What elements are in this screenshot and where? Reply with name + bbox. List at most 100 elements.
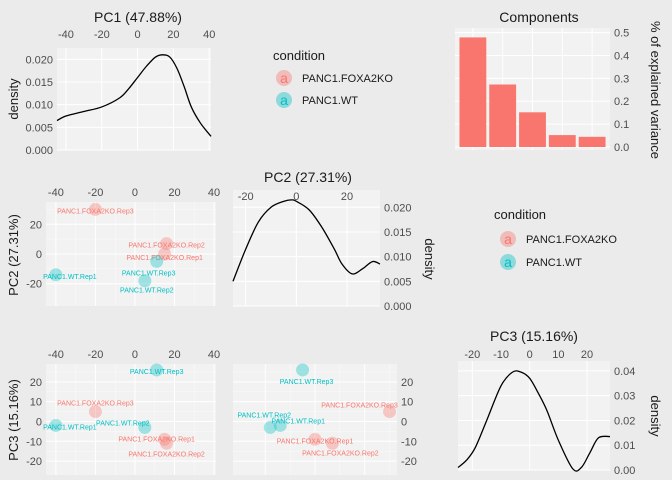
pc2-density-panel: PC2 (27.31%) -20 0 20 0.000 0.005 0.010 0.015 0… — [232, 169, 437, 313]
scatter-pc1-pc2-point-label: PANC1.FOXA2KO.Rep3 — [57, 208, 134, 215]
scatter-pc1-pc2-point — [160, 237, 174, 251]
scatter-pc1-pc3-point — [88, 405, 102, 419]
pc1-density-y-tick-label: 0.010 — [25, 100, 53, 112]
pc3-density-layers: -20 -10 0 10 20 0.00 0.01 0.02 0.03 0.04 — [457, 349, 635, 477]
legend-top-swatch-foxa2ko — [276, 70, 292, 86]
pc3-density-plot-area — [458, 361, 610, 470]
scatter-pc1-pc3-point-label: PANC1.WT.Rep2 — [96, 420, 150, 427]
pc2-density-y-tick-label: 0.010 — [384, 252, 412, 264]
scatter-pc1-pc3-point — [160, 436, 174, 450]
scatter-pc2-pc3-point-label: PANC1.WT.Rep2 — [237, 412, 291, 419]
pc1-density-x-tick-label: 20 — [167, 29, 179, 41]
pc1-density-y-tick-label: 0.000 — [25, 145, 53, 157]
components-y-tick-label: 0.4 — [614, 50, 629, 62]
scatter-pc2-pc3-point — [383, 405, 397, 419]
scatter-pc1-pc2-point — [138, 274, 152, 288]
scatter-pc1-pc3-y-tick-label: 10 — [30, 397, 42, 409]
scatter-pc2-pc3-point — [273, 418, 287, 432]
pc1-density-plot-area — [57, 48, 211, 150]
scatter-pc1-pc3-point — [49, 418, 63, 432]
scatter-pc2-pc3-point-label: PANC1.FOXA2KO.Rep3 — [321, 403, 398, 410]
scatter-pc1-pc3-point — [138, 420, 152, 434]
pc1-density-y-tick-label: 0.005 — [25, 122, 53, 134]
scatter-pc1-pc3-x-tick-label: 40 — [208, 349, 220, 361]
pc1-density-x-tick-label: -20 — [94, 29, 110, 41]
scatter-pc1-pc2-ylabel: PC2 (27.31%) — [6, 214, 21, 296]
pc2-density-x-tick-label: 0 — [293, 191, 299, 203]
scatter-pc2-pc3-point — [308, 432, 322, 446]
legend-top-glyph-wt: a — [280, 92, 288, 108]
pc2-density-x-tick-label: 20 — [341, 191, 353, 203]
scatter-pc1-pc3-ylabel: PC3 (15.16%) — [6, 379, 21, 461]
components-panel: Components 0.0 0.1 0.2 0.3 0.4 0.5 % of expla… — [455, 9, 663, 159]
legend-mid-swatch-wt — [500, 254, 516, 270]
pc3-density-x-tick-label: -20 — [464, 349, 480, 361]
scatter-pc1-pc3-panel: PANC1.FOXA2KO.Rep3 PANC1.FOXA2KO.Rep2 PANC… — [6, 349, 220, 475]
legend-mid-glyph-wt: a — [504, 254, 512, 270]
pc3-density-y-tick-label: 0.00 — [614, 465, 635, 477]
scatter-pc1-pc2-point — [150, 254, 164, 268]
scatter-pc1-pc3-x-tick-label: 20 — [168, 349, 180, 361]
scatter-pc1-pc2-point — [49, 268, 63, 282]
components-y-tick-label: 0.5 — [614, 28, 629, 40]
pc3-density-x-tick-label: 20 — [581, 349, 593, 361]
scatter-pc1-pc3-y-tick-label: -10 — [26, 436, 42, 448]
components-ylabel: % of explained variance — [648, 21, 663, 159]
legend-mid-label-foxa2ko: PANC1.FOXA2KO — [526, 234, 617, 246]
scatter-pc2-pc3-point-label: PANC1.FOXA2KO.Rep2 — [302, 450, 379, 457]
scatter-pc1-pc2-point — [88, 202, 102, 216]
scatter-pc2-pc3-y-tick-label: 20 — [401, 377, 413, 389]
scatter-pc1-pc2-panel: PANC1.FOXA2KO.Rep3 PANC1.FOXA2KO.Rep2 PANC… — [6, 187, 220, 306]
pc3-density-panel: PC3 (15.16%) -20 -10 0 10 20 0.00 0.01 0.02 0.03… — [457, 328, 663, 477]
scatter-pc1-pc2-point-label: PANC1.WT.Rep2 — [120, 288, 174, 295]
scatter-pc1-pc3-layers: PANC1.FOXA2KO.Rep3 PANC1.FOXA2KO.Rep2 PANC… — [26, 349, 220, 475]
scatter-pc1-pc2-y-tick-label: -20 — [26, 279, 42, 291]
legend-top-glyph-foxa2ko: a — [280, 70, 288, 86]
scatter-pc1-pc3-y-tick-label: -20 — [26, 456, 42, 468]
pc2-density-curve — [232, 199, 381, 282]
legend-mid-label-wt: PANC1.WT — [526, 257, 582, 269]
scatter-pc1-pc2-layers: PANC1.FOXA2KO.Rep3 PANC1.FOXA2KO.Rep2 PANC… — [26, 187, 220, 306]
scatter-pc1-pc2-x-tick-label: 20 — [168, 187, 180, 199]
pc3-density-y-tick-label: 0.03 — [614, 391, 635, 403]
legend-top-swatch-wt — [276, 92, 292, 108]
scatter-pc1-pc2-point-label: PANC1.WT.Rep3 — [122, 270, 176, 277]
scatter-pc1-pc3-point-label: PANC1.FOXA2KO.Rep1 — [118, 436, 195, 443]
scatter-pc2-pc3-point-label: PANC1.FOXA2KO.Rep1 — [277, 438, 354, 445]
scatter-pc1-pc3-y-tick-label: 20 — [30, 377, 42, 389]
legend-mid-item-foxa2ko: a PANC1.FOXA2KO — [500, 231, 617, 247]
legend-top-item-wt: a PANC1.WT — [276, 92, 358, 108]
scatter-pc1-pc2-point — [158, 247, 172, 261]
scatter-pc2-pc3-y-tick-label: 0 — [401, 416, 407, 428]
scatter-pc1-pc2-x-tick-label: 40 — [208, 187, 220, 199]
pc3-density-curve — [457, 370, 611, 472]
scatter-pc1-pc2-y-tick-label: 0 — [36, 249, 42, 261]
scatter-pc1-pc2-point-label: PANC1.WT.Rep1 — [43, 274, 97, 281]
components-y-tick-label: 0.3 — [614, 73, 629, 85]
scatter-pc1-pc2-x-tick-label: 0 — [132, 187, 138, 199]
legend-mid-item-wt: a PANC1.WT — [500, 254, 582, 270]
legend-mid-swatch-foxa2ko — [500, 231, 516, 247]
scatter-pc1-pc3-x-tick-label: -20 — [87, 349, 103, 361]
pc3-density-y-tick-label: 0.02 — [614, 415, 635, 427]
pc2-density-x-tick-label: -20 — [238, 191, 254, 203]
pc2-density-y-tick-label: 0.020 — [384, 202, 412, 214]
components-y-tick-label: 0.1 — [614, 119, 629, 131]
scatter-pc2-pc3-y-tick-label: 10 — [401, 397, 413, 409]
scatter-pc2-pc3-y-tick-label: -10 — [401, 436, 417, 448]
pc1-density-ylabel: density — [6, 78, 21, 120]
pc3-density-x-tick-label: 10 — [552, 349, 564, 361]
legend-top-item-foxa2ko: a PANC1.FOXA2KO — [276, 70, 393, 86]
scatter-pc1-pc2-x-tick-label: -40 — [48, 187, 64, 199]
components-bar — [548, 135, 576, 147]
pc1-density-title: PC1 (47.88%) — [94, 9, 182, 25]
pc2-density-y-tick-label: 0.015 — [384, 227, 412, 239]
scatter-pc1-pc3-x-tick-label: 0 — [132, 349, 138, 361]
legend-top-title: condition — [273, 48, 325, 63]
legend-top-label-foxa2ko: PANC1.FOXA2KO — [302, 73, 393, 85]
pc3-density-y-tick-label: 0.04 — [614, 366, 635, 378]
pc2-density-layers: -20 0 20 0.000 0.005 0.010 0.015 0.020 — [232, 190, 412, 313]
scatter-pc1-pc3-point-label: PANC1.WT.Rep1 — [43, 424, 97, 431]
scatter-pc1-pc2-point-label: PANC1.FOXA2KO.Rep1 — [126, 255, 203, 262]
components-bar — [459, 37, 487, 147]
